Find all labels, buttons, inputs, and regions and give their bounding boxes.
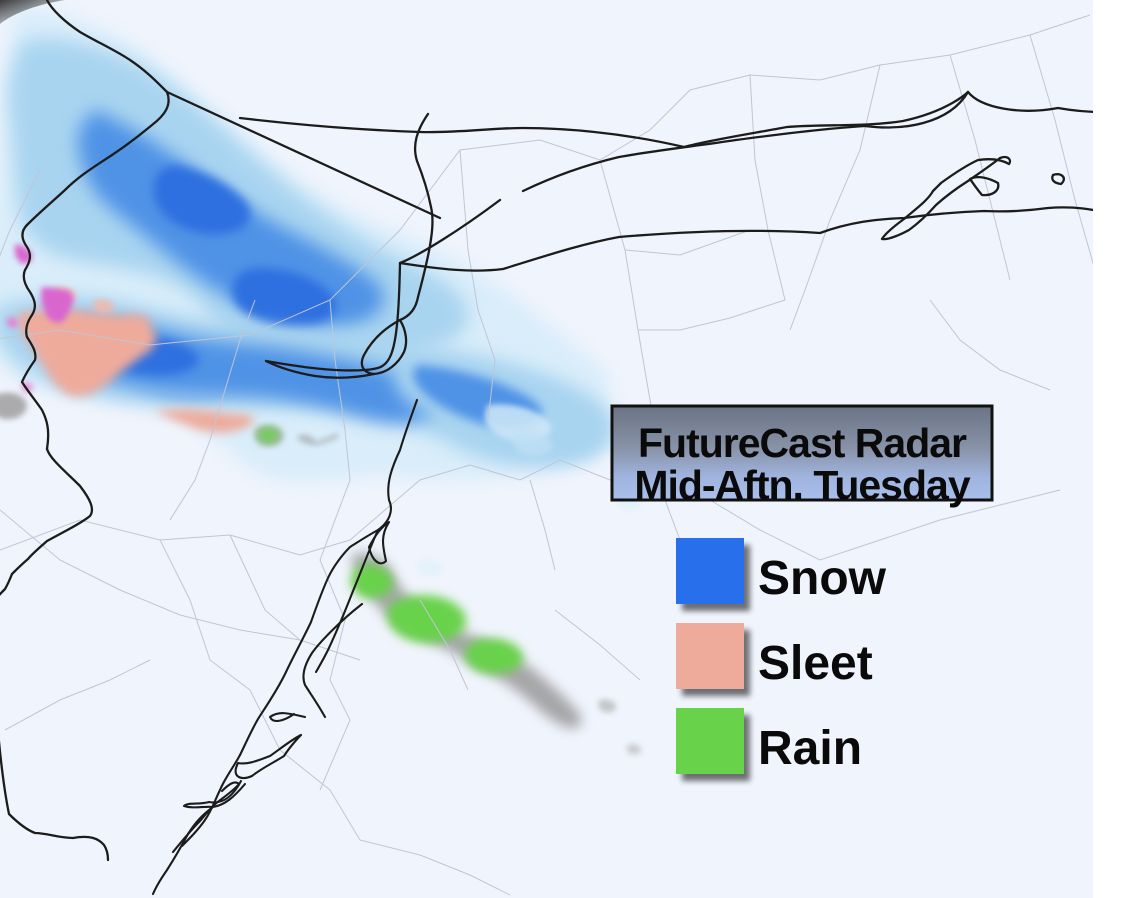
svg-text:Snow: Snow: [758, 552, 887, 605]
svg-text:Sleet: Sleet: [758, 637, 873, 690]
svg-text:Rain: Rain: [758, 722, 862, 775]
svg-text:Mid-Aftn. Tuesday: Mid-Aftn. Tuesday: [634, 462, 970, 508]
svg-text:FutureCast Radar: FutureCast Radar: [638, 420, 967, 466]
